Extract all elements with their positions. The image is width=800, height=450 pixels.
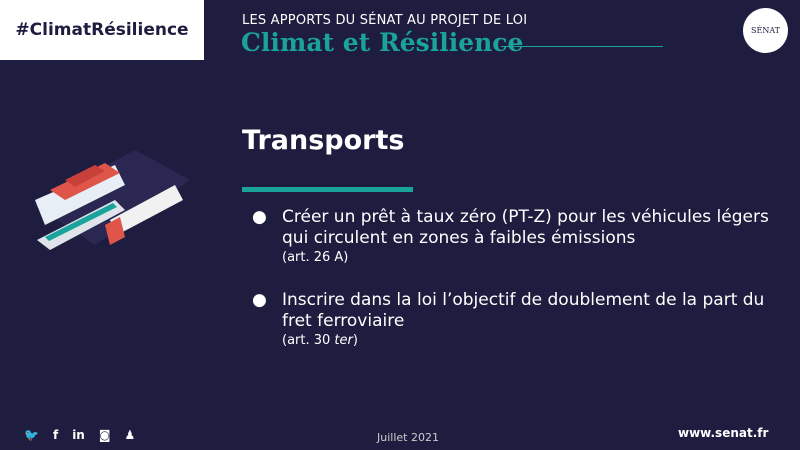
header-kicker: LES APPORTS DU SÉNAT AU PROJET DE LOI: [242, 13, 528, 28]
senat-logo: SÉNAT: [743, 8, 788, 53]
bullet-dot-icon: ●: [252, 290, 267, 310]
logo-text: SÉNAT: [751, 26, 780, 35]
truck-trailer: [110, 185, 183, 235]
bullet-ref: (art. 30 ter): [282, 333, 358, 348]
bullet-ref: (art. 26 A): [282, 250, 349, 265]
bullet-text: Créer un prêt à taux zéro (PT-Z) pour le…: [282, 207, 769, 248]
bullet-text: Inscrire dans la loi l’objectif de doubl…: [282, 290, 765, 331]
social-links: 🐦 f in ◙ ♟: [24, 428, 135, 442]
footer-date: Juillet 2021: [377, 431, 439, 444]
bullet-dot-icon: ●: [252, 207, 267, 227]
twitter-icon[interactable]: 🐦: [24, 428, 39, 442]
transport-illustration: [35, 150, 190, 250]
website-link[interactable]: www.senat.fr: [678, 426, 769, 440]
facebook-icon[interactable]: f: [52, 428, 59, 442]
instagram-icon[interactable]: ◙: [98, 428, 111, 442]
section-title: Transports: [242, 125, 405, 156]
truck-cab: [105, 217, 125, 245]
title-divider: [501, 46, 663, 47]
section-underline: [242, 187, 413, 192]
hashtag-banner: #ClimatRésilience: [0, 0, 204, 60]
linkedin-icon[interactable]: in: [72, 428, 85, 442]
header-title: Climat et Résilience: [241, 28, 524, 57]
snapchat-icon[interactable]: ♟: [124, 428, 136, 442]
